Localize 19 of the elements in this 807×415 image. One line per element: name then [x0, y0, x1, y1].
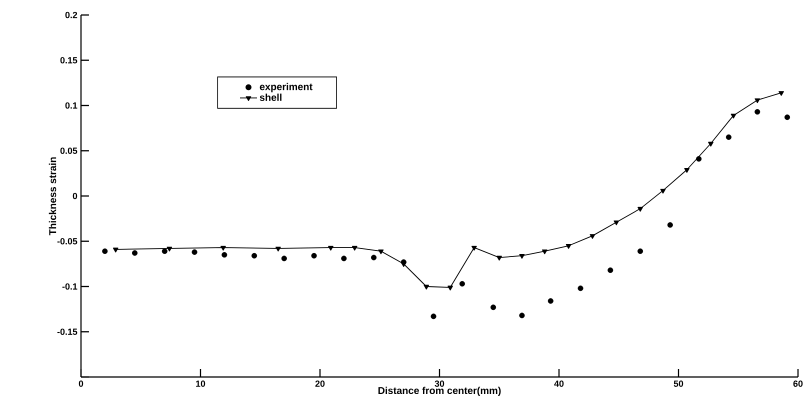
x-tick-label: 40	[554, 380, 564, 387]
y-tick-label: 0.15	[60, 57, 78, 64]
legend-label: experiment	[260, 82, 312, 92]
y-tick-label: -0.05	[57, 238, 78, 244]
x-tick-label: 10	[196, 380, 206, 387]
x-axis-title: Distance from center(mm)	[378, 386, 501, 396]
y-tick-label: 0.1	[65, 102, 78, 109]
y-tick-label: 0.2	[65, 12, 78, 18]
y-axis-title: Thickness strain	[48, 157, 56, 236]
x-tick-label: 0	[78, 380, 84, 387]
y-tick-label: -0.1	[62, 283, 78, 290]
y-tick-label: -0.15	[57, 328, 78, 335]
x-tick-label: 30	[434, 380, 444, 387]
x-tick-label: 50	[674, 380, 684, 387]
y-tick-label: 0.05	[60, 148, 78, 154]
x-tick-label: 60	[793, 380, 803, 387]
legend-label: shell	[260, 94, 282, 101]
x-tick-label: 20	[315, 380, 325, 387]
y-tick-label: 0	[72, 192, 78, 200]
